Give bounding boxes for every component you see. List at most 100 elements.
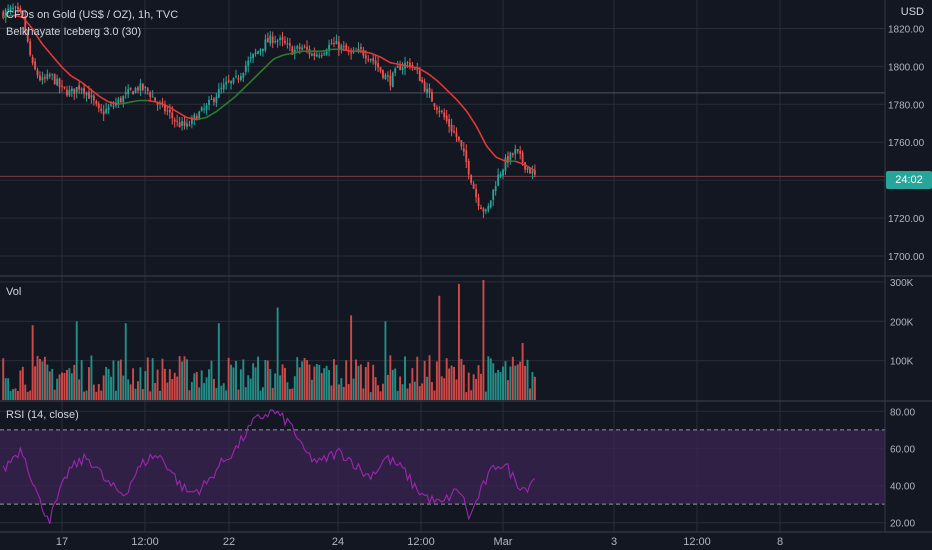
ma-segment [206,115,210,119]
volume-bar [171,379,174,400]
ma-segment [179,112,183,116]
candle-body [161,102,164,104]
time-axis-tick: 24 [332,536,344,548]
candle-body [288,43,291,46]
volume-bar [154,382,157,400]
ma-segment [73,77,78,80]
candle-body [97,103,100,109]
candle-body [171,112,174,119]
candle-body [164,103,166,112]
volume-bar [529,388,531,400]
volume-bar [450,365,453,400]
volume-bar [186,359,188,400]
ma-segment [58,63,63,68]
ma-segment [98,95,102,99]
ma-segment [31,28,36,34]
ma-segment [527,165,531,169]
volume-bar [159,390,161,400]
volume-bar [193,373,196,400]
symbol-title[interactable]: CFDs on Gold (US$ / OZ), 1h, TVC [6,9,179,21]
volume-bar [78,379,81,400]
ma-segment [468,113,472,119]
candle-body [129,87,132,90]
volume-bar [293,376,296,400]
ma-segment [20,15,24,19]
candle-body [149,92,152,97]
candle-body [465,150,468,162]
candle-body [257,50,259,54]
ma-segment [458,101,462,106]
price-axis-tick: 1820.00 [888,24,925,35]
volume-bar [2,358,5,400]
candle-body [337,41,340,51]
volume-label[interactable]: Vol [6,286,22,298]
candle-body [39,75,41,81]
candle-body [249,56,252,59]
volume-bar [239,369,242,400]
volume-bar [178,356,181,400]
currency-unit[interactable]: USD [900,6,924,18]
volume-bar [313,366,316,400]
ma-segment [472,121,477,127]
volume-bar [516,364,519,400]
candle-body [489,200,492,208]
volume-bar [259,390,262,400]
volume-axis-tick: 100K [890,357,914,368]
volume-bar [465,392,468,400]
volume-bar [345,360,348,400]
candle-body [391,72,394,88]
volume-bar [323,368,326,400]
candle-body [360,47,362,49]
volume-bar [399,376,402,400]
ma-segment [375,54,379,57]
candle-body [301,47,304,50]
candle-body [46,74,49,79]
ma-segment [470,117,475,123]
volume-bar [266,360,269,400]
candle-body [514,149,517,155]
volume-bar [252,363,255,400]
candle-body [303,46,306,48]
ma-segment [247,80,252,85]
volume-bar [244,387,247,400]
ma-segment [495,156,499,159]
volume-bar [355,359,357,400]
ma-segment [262,66,266,71]
ma-segment [380,56,384,60]
candle-body [53,74,56,85]
volume-bar [303,358,306,400]
candle-body [421,79,424,82]
volume-bar [43,356,46,400]
time-axis-tick: Mar [494,536,513,548]
candle-body [362,49,365,56]
ma-segment [477,129,482,136]
candle-body [208,99,210,106]
ma-segment [267,61,271,66]
volume-bar [428,355,431,400]
ma-segment [443,86,448,91]
ma-segment [24,19,29,24]
volume-bar [16,391,19,400]
ma-segment [78,80,83,84]
volume-bar [90,355,93,400]
ma-segment [46,49,51,54]
candle-body [281,36,284,40]
candle-body [215,96,218,103]
volume-bar [26,391,29,400]
ma-segment [480,134,485,141]
volume-bar [531,372,534,400]
volume-bar [75,321,78,400]
volume-bar [247,375,250,400]
volume-bar [408,383,411,400]
ma-segment [95,93,100,97]
candle-body [217,88,220,98]
indicator-label[interactable]: Belkhayate Iceberg 3.0 (30) [6,26,142,38]
candle-body [440,110,443,112]
volume-bar [467,372,470,400]
rsi-axis-tick: 80.00 [890,407,915,418]
volume-bar [51,368,54,400]
rsi-label[interactable]: RSI (14, close) [6,409,79,421]
volume-bar [514,365,517,400]
